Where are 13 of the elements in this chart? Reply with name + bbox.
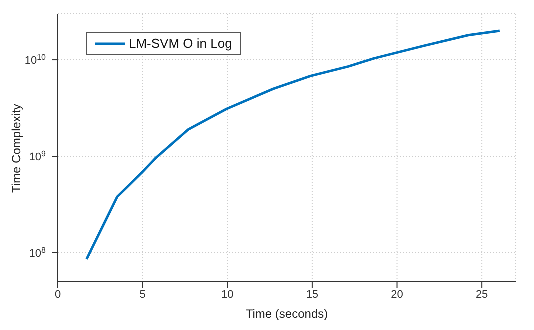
legend-label: LM-SVM O in Log: [129, 36, 232, 51]
line-series: [86, 30, 502, 261]
x-tick-label: 15: [306, 288, 319, 301]
x-axis-title: Time (seconds): [246, 307, 328, 321]
x-tick-label: 10: [222, 288, 234, 301]
x-tick-label: 25: [476, 288, 488, 301]
y-tick-label: 10$^{9}$: [29, 148, 47, 164]
x-tick-label: 5: [140, 288, 146, 301]
x-tick-label: 20: [391, 288, 404, 301]
y-axis-title: Time Complexity: [9, 104, 24, 193]
x-tick-label: 0: [54, 288, 62, 301]
y-tick-label: 10$^{10}$: [24, 52, 47, 68]
y-tick-label: 10$^{8}$: [29, 245, 47, 260]
